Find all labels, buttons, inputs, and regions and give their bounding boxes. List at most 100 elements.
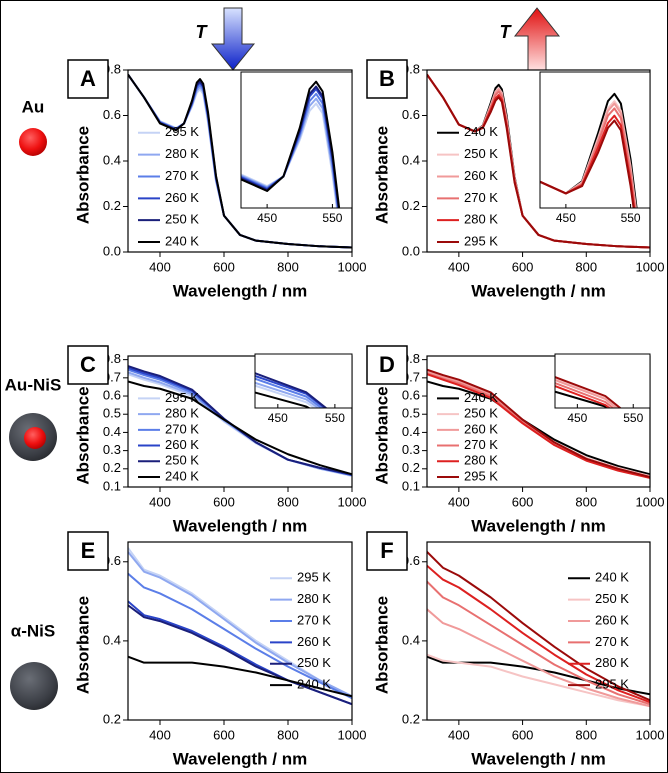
plot-frame	[127, 541, 353, 721]
legend-label: 280 K	[297, 591, 331, 606]
y-axis-label: Absorbance	[372, 596, 391, 694]
y-tick-label: 0.2	[103, 711, 121, 726]
row-label: Au-NiS	[5, 375, 62, 394]
x-tick-label: 800	[575, 727, 597, 742]
plot-frame	[127, 355, 353, 488]
panel-label-box	[67, 345, 109, 385]
series-line	[128, 572, 352, 700]
y-tick-label: 0.4	[103, 424, 121, 439]
inset-frame	[554, 353, 651, 409]
x-tick-label: 1000	[338, 727, 367, 742]
x-tick-label: 600	[213, 494, 235, 509]
y-tick-label: 0.6	[402, 387, 420, 402]
x-axis-label: Wavelength / nm	[173, 749, 307, 768]
x-tick-label: 400	[149, 259, 171, 274]
series-line	[128, 551, 352, 698]
panel-label-box	[366, 345, 408, 385]
y-tick-label: 0.3	[103, 442, 121, 457]
x-tick-label: 400	[448, 494, 470, 509]
inset-x-tick-label: 550	[325, 411, 345, 425]
x-tick-label: 600	[213, 727, 235, 742]
y-axis-label: Absorbance	[73, 126, 92, 224]
x-tick-label: 1000	[636, 727, 665, 742]
inset-frame	[240, 71, 353, 209]
y-tick-label: 0.5	[402, 406, 420, 421]
x-tick-label: 600	[512, 494, 534, 509]
legend-label: 250 K	[595, 591, 629, 606]
inset-x-tick-label: 450	[257, 211, 277, 225]
x-tick-label: 1000	[636, 494, 665, 509]
y-axis-label: Absorbance	[73, 596, 92, 694]
series-line	[427, 580, 650, 706]
y-tick-label: 0.6	[402, 107, 420, 122]
legend-label: 240 K	[165, 468, 199, 483]
x-tick-label: 800	[277, 727, 299, 742]
inset-frame	[254, 353, 353, 409]
row-label: Au	[22, 97, 45, 116]
legend-label: 260 K	[595, 612, 629, 627]
y-tick-label: 0.2	[402, 460, 420, 475]
x-tick-label: 400	[448, 727, 470, 742]
x-tick-label: 800	[575, 494, 597, 509]
y-tick-label: 0.0	[103, 243, 121, 258]
legend-label: 250 K	[464, 146, 498, 161]
legend-label: 280 K	[595, 655, 629, 670]
legend-label: 280 K	[165, 146, 199, 161]
x-axis-label: Wavelength / nm	[471, 516, 605, 535]
legend-label: 280 K	[464, 453, 498, 468]
inset-x-tick-label: 550	[623, 411, 643, 425]
x-tick-label: 800	[575, 259, 597, 274]
plot-lines	[427, 368, 650, 479]
x-tick-label: 400	[149, 494, 171, 509]
nis-sphere	[10, 662, 58, 710]
plot-lines	[128, 547, 352, 706]
y-axis-label: Absorbance	[73, 386, 92, 484]
y-tick-label: 0.2	[402, 711, 420, 726]
panel-label-box	[366, 59, 408, 99]
x-axis-label: Wavelength / nm	[471, 281, 605, 300]
plot-lines	[128, 73, 352, 249]
legend-label: 250 K	[464, 406, 498, 421]
legend-label: 250 K	[297, 655, 331, 670]
y-axis-label: Absorbance	[372, 386, 391, 484]
legend-label: 295 K	[464, 233, 498, 248]
y-tick-label: 0.2	[103, 460, 121, 475]
au-sphere	[19, 128, 47, 156]
x-tick-label: 400	[149, 727, 171, 742]
plot-lines	[128, 365, 352, 478]
y-axis-label: Absorbance	[372, 126, 391, 224]
series-line	[540, 119, 635, 208]
plot-lines	[427, 73, 650, 249]
y-tick-label: 0.4	[402, 152, 420, 167]
y-tick-label: 0.3	[402, 442, 420, 457]
inset-x-tick-label: 450	[268, 411, 288, 425]
x-tick-label: 600	[512, 727, 534, 742]
y-tick-label: 0.6	[103, 107, 121, 122]
y-tick-label: 0.1	[103, 478, 121, 493]
panel-label: B	[379, 66, 395, 91]
series-line	[427, 551, 650, 702]
legend-label: 260 K	[297, 634, 331, 649]
x-tick-label: 400	[448, 259, 470, 274]
legend-label: 250 K	[165, 212, 199, 227]
row-label: α-NiS	[11, 621, 55, 640]
series-line	[128, 655, 352, 698]
inset-lines	[540, 92, 638, 208]
panel-label-box	[366, 531, 408, 571]
inset-x-tick-label: 550	[322, 211, 342, 225]
series-line	[241, 80, 341, 208]
legend-label: 270 K	[297, 612, 331, 627]
series-line	[427, 373, 650, 479]
y-tick-label: 0.2	[103, 198, 121, 213]
legend-label: 295 K	[595, 677, 629, 692]
panel-label: D	[379, 352, 395, 377]
legend-label: 240 K	[464, 390, 498, 405]
legend-label: 270 K	[464, 437, 498, 452]
legend-label: 260 K	[464, 421, 498, 436]
legend-label: 260 K	[464, 168, 498, 183]
plot-lines	[427, 551, 650, 708]
inset-x-tick-label: 550	[621, 211, 641, 225]
inset-frame	[539, 71, 651, 209]
y-tick-label: 0.0	[402, 243, 420, 258]
